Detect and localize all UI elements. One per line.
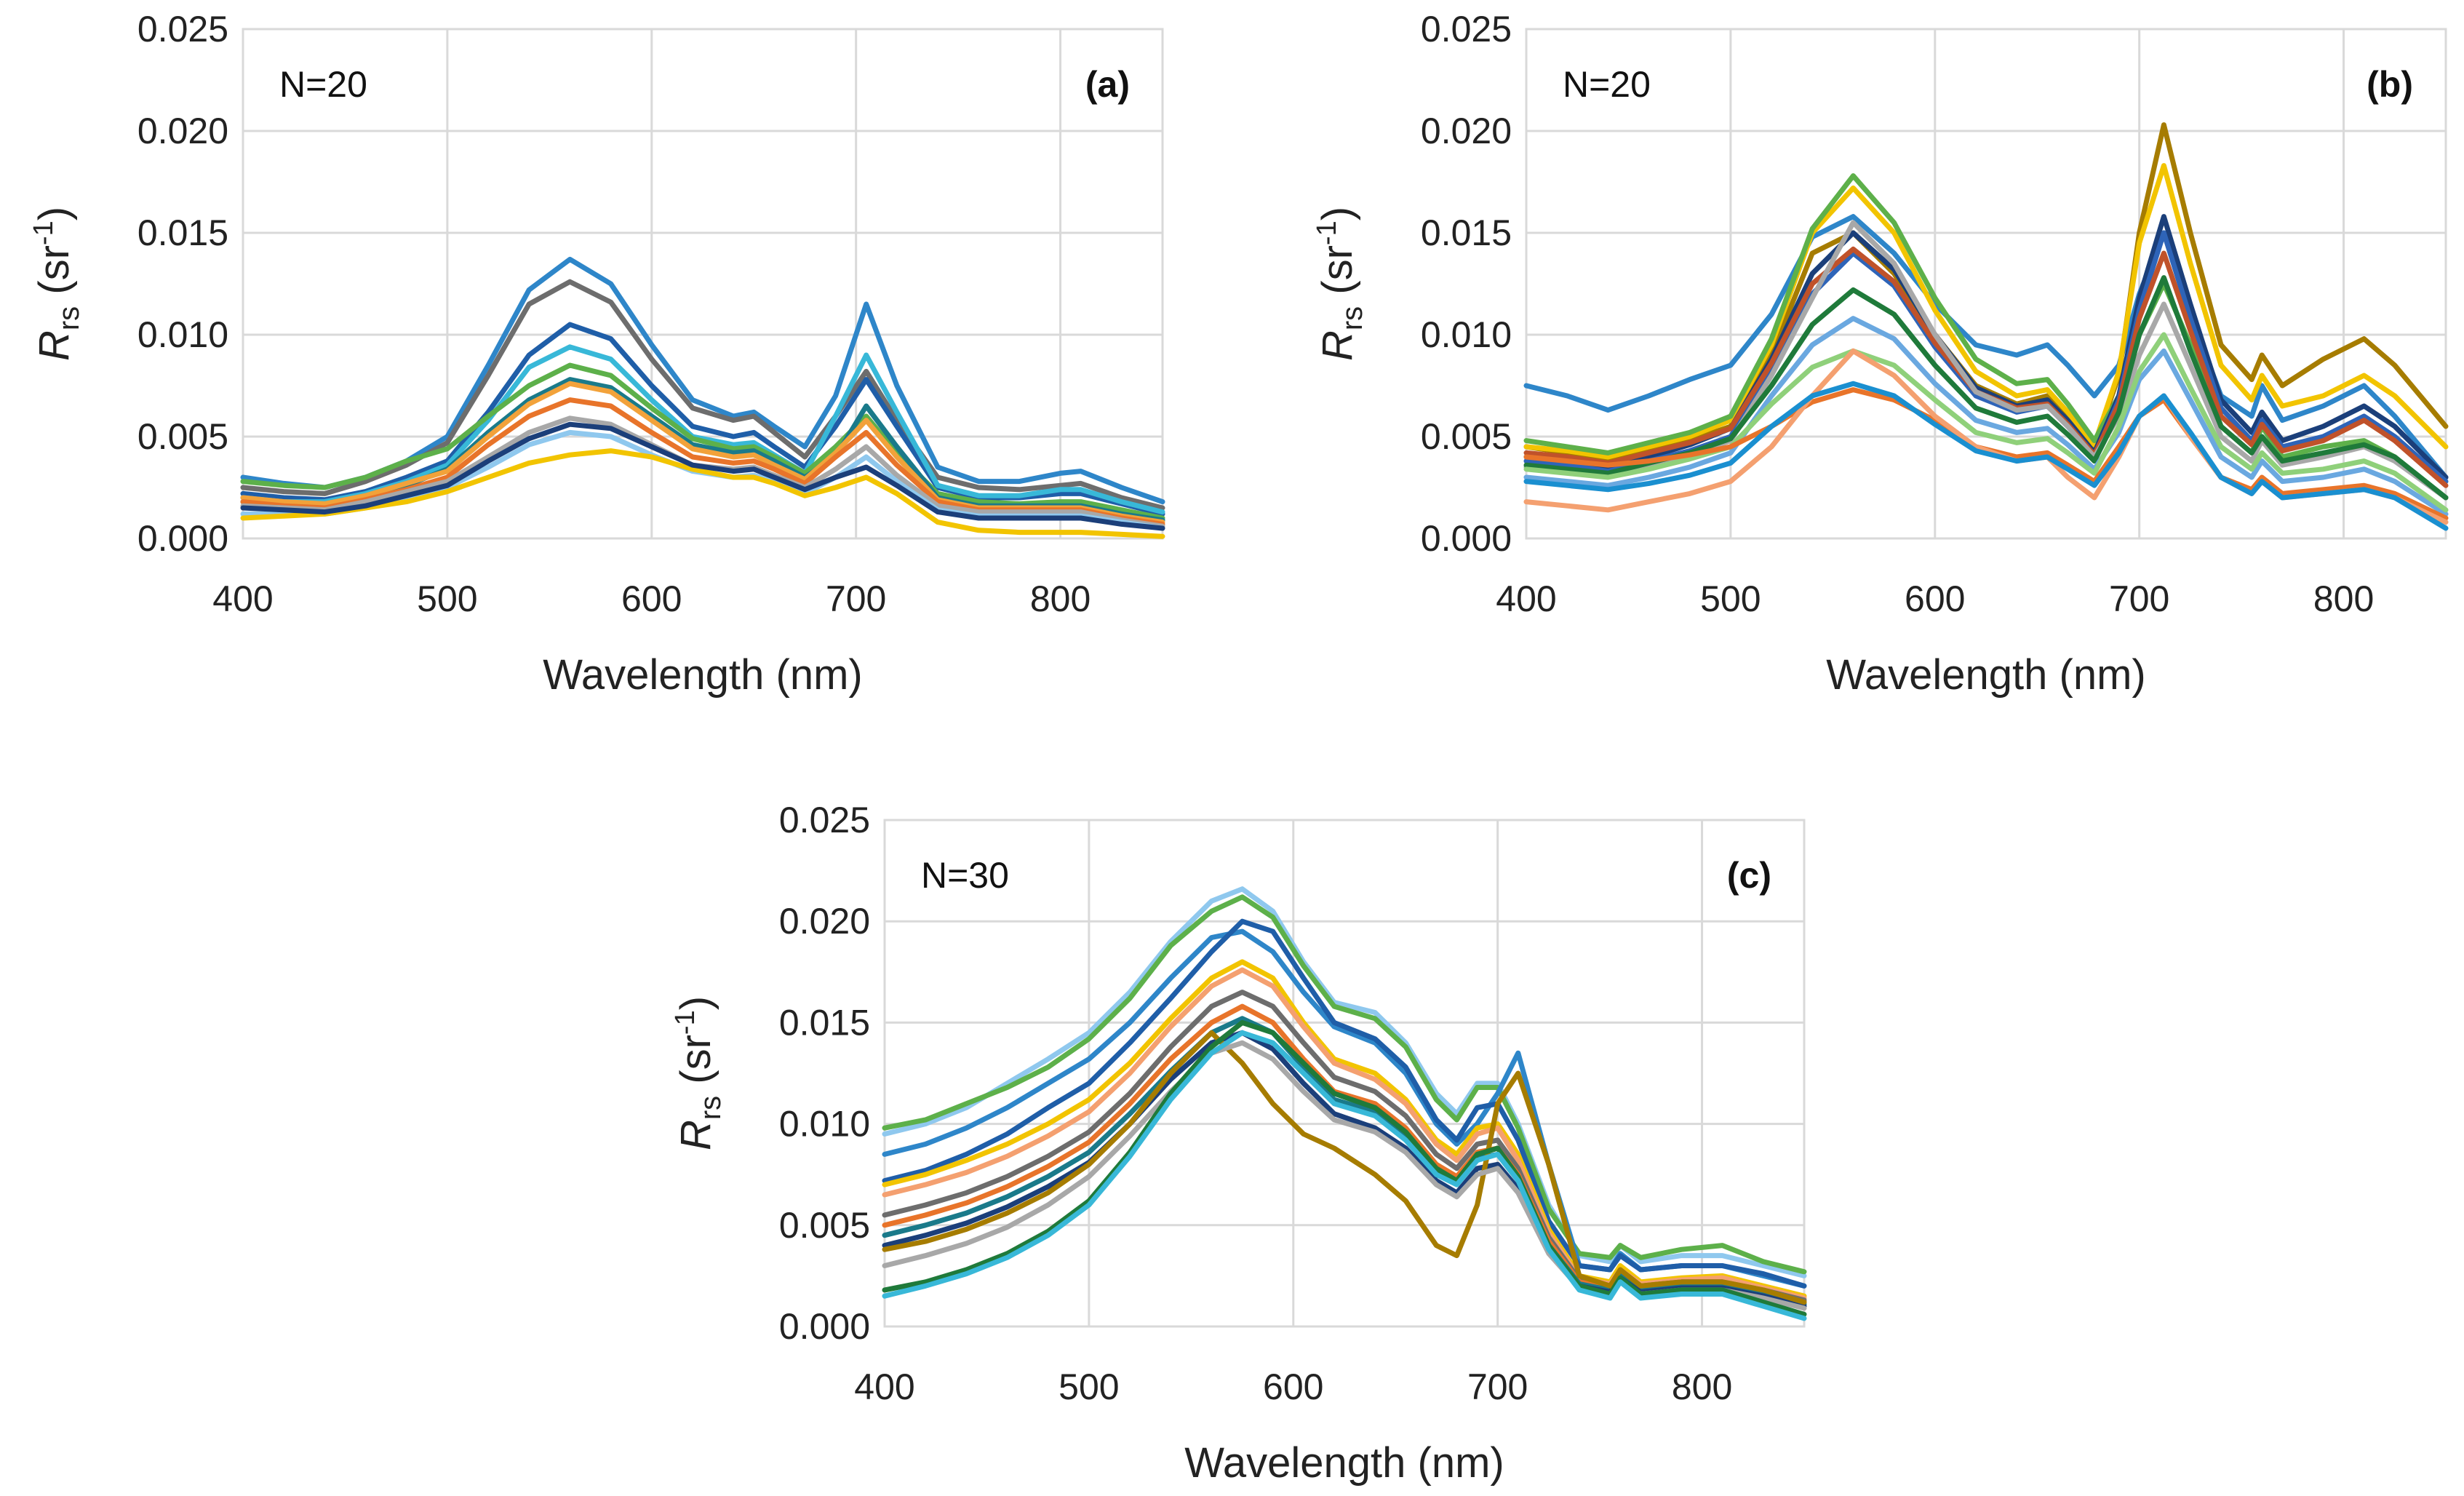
x-tick-labels: 400 500 600 700 800 (1496, 578, 2374, 619)
x-tick-label: 500 (417, 578, 477, 619)
x-tick-label: 400 (212, 578, 273, 619)
sample-count-label: N=20 (279, 64, 367, 105)
chart-panel-b: 0.000 0.005 0.010 0.015 0.020 0.025 400 500 600… (1312, 9, 2449, 699)
series-lines (240, 256, 1165, 539)
gridlines (883, 819, 1806, 1328)
y-tick-label: 0.010 (779, 1104, 870, 1145)
panel-label: (b) (2367, 64, 2413, 105)
gridlines (242, 28, 1164, 540)
y-axis-label: Rrs (sr-1) (28, 207, 85, 361)
y-tick-labels: 0.000 0.005 0.010 0.015 0.020 0.025 (1421, 9, 1512, 559)
y-label-close: ) (672, 996, 719, 1010)
series-line-14 (1523, 381, 2449, 531)
x-tick-labels: 400 500 600 700 800 (854, 1366, 1732, 1407)
panel-label: (c) (1727, 855, 1771, 896)
y-label-unit: (sr (1314, 245, 1361, 306)
y-label-symbol: R (1314, 330, 1361, 361)
y-label-close: ) (31, 207, 78, 220)
y-tick-label: 0.010 (137, 314, 228, 355)
series-line-1 (1523, 214, 2449, 480)
series-line-9 (1523, 275, 2449, 501)
x-axis-label: Wavelength (nm) (543, 651, 862, 699)
y-tick-label: 0.025 (137, 9, 228, 49)
y-tick-label: 0.015 (137, 212, 228, 253)
y-tick-label: 0.025 (1421, 9, 1512, 49)
x-tick-label: 400 (854, 1366, 914, 1407)
series-lines (882, 886, 1807, 1321)
series-line-12 (240, 421, 1165, 531)
x-tick-label: 600 (1263, 1366, 1323, 1407)
y-tick-label: 0.020 (1421, 111, 1512, 151)
series-line-10 (1523, 316, 2449, 517)
x-tick-label: 800 (1030, 578, 1091, 619)
y-label-unit: (sr (31, 245, 78, 306)
series-line-12 (1523, 387, 2449, 521)
x-tick-labels: 400 500 600 700 800 (212, 578, 1091, 619)
y-tick-label: 0.015 (1421, 212, 1512, 253)
y-label-superscript: -1 (670, 1010, 701, 1035)
y-tick-label: 0.000 (1421, 518, 1512, 559)
series-line-13 (882, 1019, 1807, 1317)
y-label-superscript: -1 (28, 220, 59, 245)
y-tick-label: 0.015 (779, 1002, 870, 1043)
sample-count-label: N=20 (1563, 64, 1651, 105)
y-label-symbol: R (31, 330, 78, 361)
y-label-unit: (sr (672, 1035, 719, 1096)
x-tick-label: 800 (2313, 578, 2374, 619)
y-label-close: ) (1314, 207, 1361, 220)
x-tick-label: 700 (2109, 578, 2169, 619)
plot-frame (242, 28, 1164, 540)
series-line-11 (240, 448, 1165, 539)
x-tick-label: 500 (1058, 1366, 1119, 1407)
series-line-5 (882, 959, 1807, 1299)
y-tick-label: 0.000 (779, 1306, 870, 1347)
x-tick-label: 600 (621, 578, 682, 619)
plot-frame (1525, 28, 2447, 540)
x-tick-label: 700 (1467, 1366, 1528, 1407)
y-label-subscript: rs (1336, 306, 1368, 330)
y-tick-label: 0.005 (137, 416, 228, 457)
sample-count-label: N=30 (921, 855, 1009, 896)
y-label-subscript: rs (53, 306, 85, 330)
series-line-4 (882, 918, 1807, 1289)
y-label-superscript: -1 (1312, 220, 1342, 245)
series-line-3 (1523, 163, 2449, 460)
y-tick-labels: 0.000 0.005 0.010 0.015 0.020 0.025 (137, 9, 228, 559)
x-axis-label: Wavelength (nm) (1184, 1439, 1504, 1487)
plot-frame (883, 819, 1806, 1328)
y-tick-label: 0.020 (137, 111, 228, 151)
x-tick-label: 800 (1672, 1366, 1732, 1407)
y-tick-label: 0.025 (779, 800, 870, 840)
x-tick-label: 700 (826, 578, 886, 619)
y-tick-label: 0.005 (1421, 416, 1512, 457)
chart-panel-a: 0.000 0.005 0.010 0.015 0.020 0.025 400 500 600… (28, 9, 1165, 699)
series-line-11 (882, 1030, 1807, 1305)
series-line-4 (240, 344, 1165, 515)
series-line-3 (240, 322, 1165, 517)
panel-label: (a) (1085, 64, 1130, 105)
x-axis-label: Wavelength (nm) (1826, 651, 2145, 699)
y-tick-label: 0.010 (1421, 314, 1512, 355)
y-axis-label: Rrs (sr-1) (670, 996, 727, 1150)
x-tick-label: 500 (1700, 578, 1761, 619)
series-lines (1523, 122, 2449, 531)
series-line-14 (882, 1030, 1807, 1321)
x-tick-label: 400 (1496, 578, 1556, 619)
y-axis-label: Rrs (sr-1) (1312, 207, 1368, 361)
series-line-2 (882, 894, 1807, 1275)
chart-panel-c: 0.000 0.005 0.010 0.015 0.020 0.025 400 500 600… (670, 800, 1807, 1487)
y-tick-label: 0.000 (137, 518, 228, 559)
y-tick-label: 0.020 (779, 901, 870, 942)
y-label-symbol: R (672, 1120, 719, 1150)
y-tick-label: 0.005 (779, 1205, 870, 1246)
y-label-subscript: rs (695, 1096, 727, 1120)
x-tick-label: 600 (1905, 578, 1965, 619)
y-tick-labels: 0.000 0.005 0.010 0.015 0.020 0.025 (779, 800, 870, 1347)
